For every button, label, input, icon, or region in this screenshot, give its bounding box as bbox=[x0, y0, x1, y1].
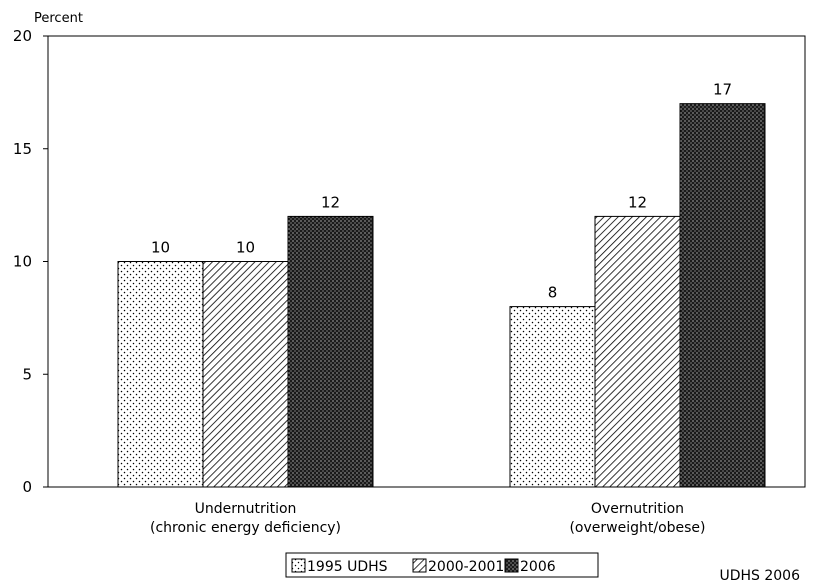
bar-overnutrition-2006 bbox=[679, 103, 766, 488]
x-axis-labels: Undernutrition (chronic energy deficiency… bbox=[150, 501, 706, 536]
legend-box bbox=[285, 552, 599, 578]
bar-undernutrition-1995-udhs bbox=[117, 261, 204, 488]
value-label: 10 bbox=[236, 239, 255, 257]
legend-label: 1995 UDHS bbox=[307, 559, 388, 575]
y-axis-label: Percent bbox=[34, 11, 83, 26]
y-tick-label-20: 20 bbox=[13, 27, 32, 45]
value-label: 17 bbox=[713, 81, 732, 99]
y-tick-label-10: 10 bbox=[13, 253, 32, 271]
category-label: Overnutrition bbox=[591, 501, 684, 517]
y-tick-label-5: 5 bbox=[22, 365, 32, 383]
value-label: 12 bbox=[628, 193, 647, 211]
value-label: 12 bbox=[321, 193, 340, 211]
legend-label: 2006 bbox=[520, 559, 556, 575]
legend-swatch-1995-udhs bbox=[291, 558, 306, 573]
value-labels: 10 10 12 8 12 17 bbox=[151, 81, 732, 302]
category-label: (chronic energy deficiency) bbox=[150, 520, 341, 536]
category-label: Undernutrition bbox=[195, 501, 297, 517]
y-tick-label-15: 15 bbox=[13, 140, 32, 158]
bar-overnutrition-2000-2001 bbox=[594, 215, 681, 488]
bar-undernutrition-2006 bbox=[287, 215, 374, 488]
legend-swatch-2000-2001 bbox=[412, 558, 427, 573]
y-tick-label-0: 0 bbox=[22, 478, 32, 496]
legend-swatch-2006 bbox=[504, 558, 519, 573]
bar-overnutrition-1995-udhs bbox=[509, 306, 596, 488]
source-note: UDHS 2006 bbox=[719, 568, 800, 583]
legend: 1995 UDHS 2000-2001 2006 bbox=[285, 552, 599, 578]
y-axis: 0 5 10 15 20 bbox=[13, 27, 48, 496]
bars bbox=[117, 103, 766, 488]
legend-label: 2000-2001 bbox=[428, 559, 504, 575]
value-label: 8 bbox=[548, 284, 558, 302]
bar-undernutrition-2000-2001 bbox=[202, 261, 289, 488]
category-label: (overweight/obese) bbox=[569, 520, 705, 536]
value-label: 10 bbox=[151, 239, 170, 257]
